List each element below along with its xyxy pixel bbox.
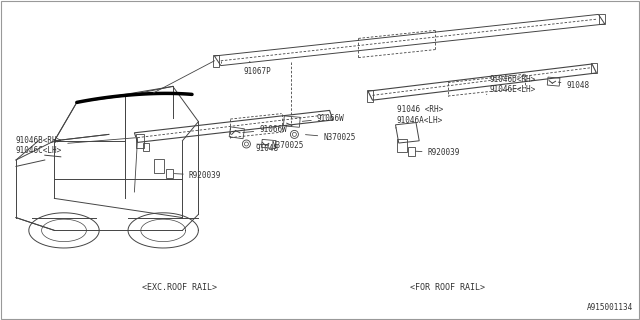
Text: 91066W: 91066W (243, 125, 287, 134)
Bar (284, 116, 300, 127)
Text: <FOR ROOF RAIL>: <FOR ROOF RAIL> (410, 284, 486, 292)
Text: 91048: 91048 (256, 144, 279, 153)
Bar (166, 169, 173, 178)
Bar (408, 147, 415, 156)
Text: R920039: R920039 (415, 148, 460, 157)
Bar (397, 139, 407, 152)
Text: R920039: R920039 (174, 171, 221, 180)
Text: 91048: 91048 (558, 81, 589, 90)
Bar (143, 143, 149, 151)
Bar (229, 127, 244, 139)
Text: N370025: N370025 (257, 141, 305, 150)
Text: 91046B<RH>
91046C<LH>: 91046B<RH> 91046C<LH> (16, 136, 135, 155)
Text: 91046 <RH>
91046A<LH>: 91046 <RH> 91046A<LH> (396, 106, 443, 128)
Bar (547, 77, 560, 86)
Bar (136, 134, 143, 148)
Bar (262, 140, 276, 148)
Bar (591, 63, 597, 74)
Bar (213, 55, 220, 67)
Text: 91046D<RH>
91046E<LH>: 91046D<RH> 91046E<LH> (486, 75, 536, 94)
Bar (598, 14, 605, 24)
Text: <EXC.ROOF RAIL>: <EXC.ROOF RAIL> (141, 284, 217, 292)
Text: 91067P: 91067P (243, 61, 271, 76)
Text: N370025: N370025 (305, 133, 356, 142)
Bar (154, 159, 164, 173)
Bar (367, 90, 373, 102)
Text: A915001134: A915001134 (588, 303, 634, 312)
Text: 91066W: 91066W (302, 114, 344, 123)
